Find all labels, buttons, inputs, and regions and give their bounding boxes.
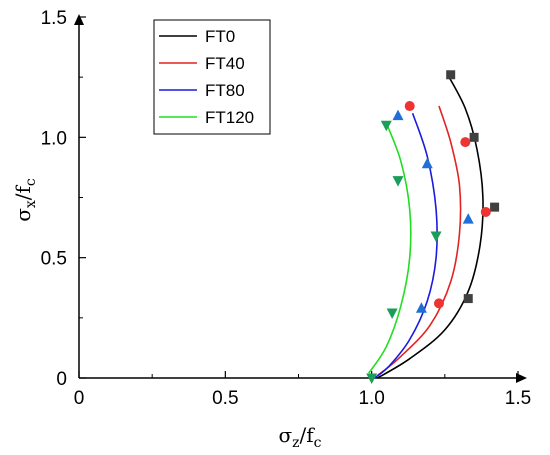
data-point-ft120: [392, 176, 404, 187]
data-point-ft0: [490, 202, 500, 212]
legend-label-ft0: FT0: [205, 27, 235, 46]
plot-markers: [366, 70, 500, 384]
x-axis-title: σz/fc: [278, 423, 321, 451]
x-axis-arrow: [516, 373, 527, 383]
series-curve-ft0: [377, 74, 484, 379]
y-tick-label: 0.5: [41, 249, 67, 270]
x-tick-label: 0.5: [212, 388, 238, 409]
x-tick-label: 1.5: [505, 388, 531, 409]
data-point-ft120: [386, 308, 398, 320]
legend-label-ft40: FT40: [205, 54, 245, 73]
y-axis-arrow: [74, 14, 84, 25]
legend-label-ft120: FT120: [205, 108, 254, 127]
y-ticks: 0 0.5 1.0 1.5: [41, 8, 86, 390]
data-point-ft120: [380, 120, 392, 132]
x-tick-label: 0: [74, 388, 85, 409]
series-curve-ft40: [376, 105, 462, 377]
data-point-ft120: [430, 231, 442, 243]
data-point-ft0: [463, 294, 473, 304]
y-tick-label: 0: [56, 369, 67, 390]
data-point-ft40: [460, 137, 471, 148]
data-point-ft120: [366, 373, 378, 384]
y-axis-title: σx/fc: [11, 178, 39, 222]
data-point-ft80: [462, 213, 474, 224]
x-tick-label: 1.0: [358, 388, 384, 409]
data-point-ft80: [415, 302, 427, 313]
axes: [74, 14, 527, 383]
y-tick-label: 1.0: [41, 128, 67, 149]
data-point-ft40: [404, 101, 415, 112]
data-point-ft0: [446, 70, 456, 80]
plot-curves: [368, 74, 484, 379]
x-ticks: 0 0.5 1.0 1.5: [74, 371, 531, 409]
legend: FT0 FT40 FT80 FT120: [153, 19, 271, 135]
legend-label-ft80: FT80: [205, 81, 245, 100]
data-point-ft40: [480, 206, 491, 217]
series-curve-ft80: [374, 113, 438, 379]
data-point-ft80: [392, 109, 404, 121]
data-point-ft0: [469, 132, 479, 142]
series-curve-ft120: [368, 122, 412, 374]
data-point-ft80: [421, 157, 433, 169]
y-tick-label: 1.5: [41, 8, 67, 29]
legend-box: [153, 19, 271, 135]
data-point-ft40: [433, 298, 444, 309]
